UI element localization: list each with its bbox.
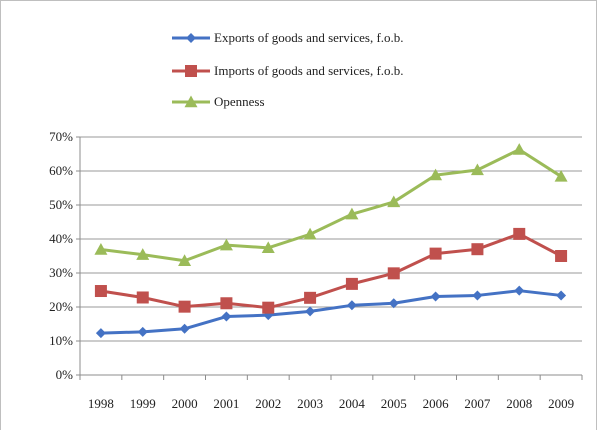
data-point [430,291,441,302]
data-point [345,277,358,290]
y-tick-label: 40% [49,231,73,246]
data-point [305,306,316,317]
data-point [179,323,190,334]
x-tick-label: 2001 [213,396,239,411]
series-line [100,148,562,263]
data-point [556,290,567,301]
y-tick-labels: 0% 10% 20% 30% 40% 50% 60% 70% [49,129,73,382]
data-point [387,195,401,208]
data-point [95,328,106,339]
legend-marker [186,33,196,43]
legend-item-1: Exports of goods and services, f.o.b. [172,30,404,45]
legend: Exports of goods and services, f.o.b. Imp… [172,30,404,109]
y-tick-label: 60% [49,163,73,178]
x-tick-label: 2002 [255,396,281,411]
data-point [219,238,233,251]
data-point [346,300,357,311]
legend-item-2: Imports of goods and services, f.o.b. [172,63,404,78]
data-point [387,267,400,280]
series-2 [94,227,568,314]
data-point [137,326,148,337]
x-tick-label: 2009 [548,396,574,411]
data-point [94,285,107,298]
y-tick-label: 50% [49,197,73,212]
data-point [470,163,484,176]
x-tick-label: 2000 [172,396,198,411]
data-point [555,250,568,262]
legend-item-3: Openness [172,94,265,109]
y-tick-label: 10% [49,333,73,348]
series-group [94,143,568,339]
data-point [388,298,399,309]
data-point [429,168,443,181]
data-point [178,254,192,266]
series-1 [95,285,567,339]
legend-label: Exports of goods and services, f.o.b. [214,30,404,45]
legend-marker [184,95,198,108]
y-tick-label: 30% [49,265,73,280]
data-point [471,243,484,256]
axes [76,136,583,380]
data-point [178,300,191,313]
data-point [472,290,483,301]
data-point [94,243,108,255]
data-point [136,248,150,260]
data-point [513,227,526,240]
data-point [304,291,317,304]
y-tick-label: 20% [49,299,73,314]
x-tick-label: 1999 [130,396,156,411]
data-point [514,285,525,296]
legend-label: Openness [214,94,265,109]
y-tick-label: 0% [56,367,74,382]
series-line [100,232,562,310]
x-tick-label: 2005 [381,396,407,411]
data-point [262,301,275,314]
x-tick-label: 2008 [506,396,532,411]
data-point [136,291,149,304]
x-tick-label: 2003 [297,396,323,411]
data-point [345,207,359,220]
x-tick-labels: 1998 1999 2000 2001 2002 2003 2004 2005 2006 2007… [88,396,574,411]
x-tick-label: 1998 [88,396,114,411]
legend-label: Imports of goods and services, f.o.b. [214,63,404,78]
data-point [220,297,233,310]
y-tick-label: 70% [49,129,73,144]
legend-marker [185,65,197,77]
series-3 [94,143,568,266]
x-tick-label: 2004 [339,396,366,411]
data-point [261,241,275,254]
data-point [512,143,526,155]
data-point [303,227,317,240]
series-line [100,289,562,335]
data-point [429,247,442,260]
data-point [554,169,568,182]
x-tick-label: 2006 [423,396,450,411]
data-point [221,311,232,322]
x-tick-label: 2007 [464,396,491,411]
